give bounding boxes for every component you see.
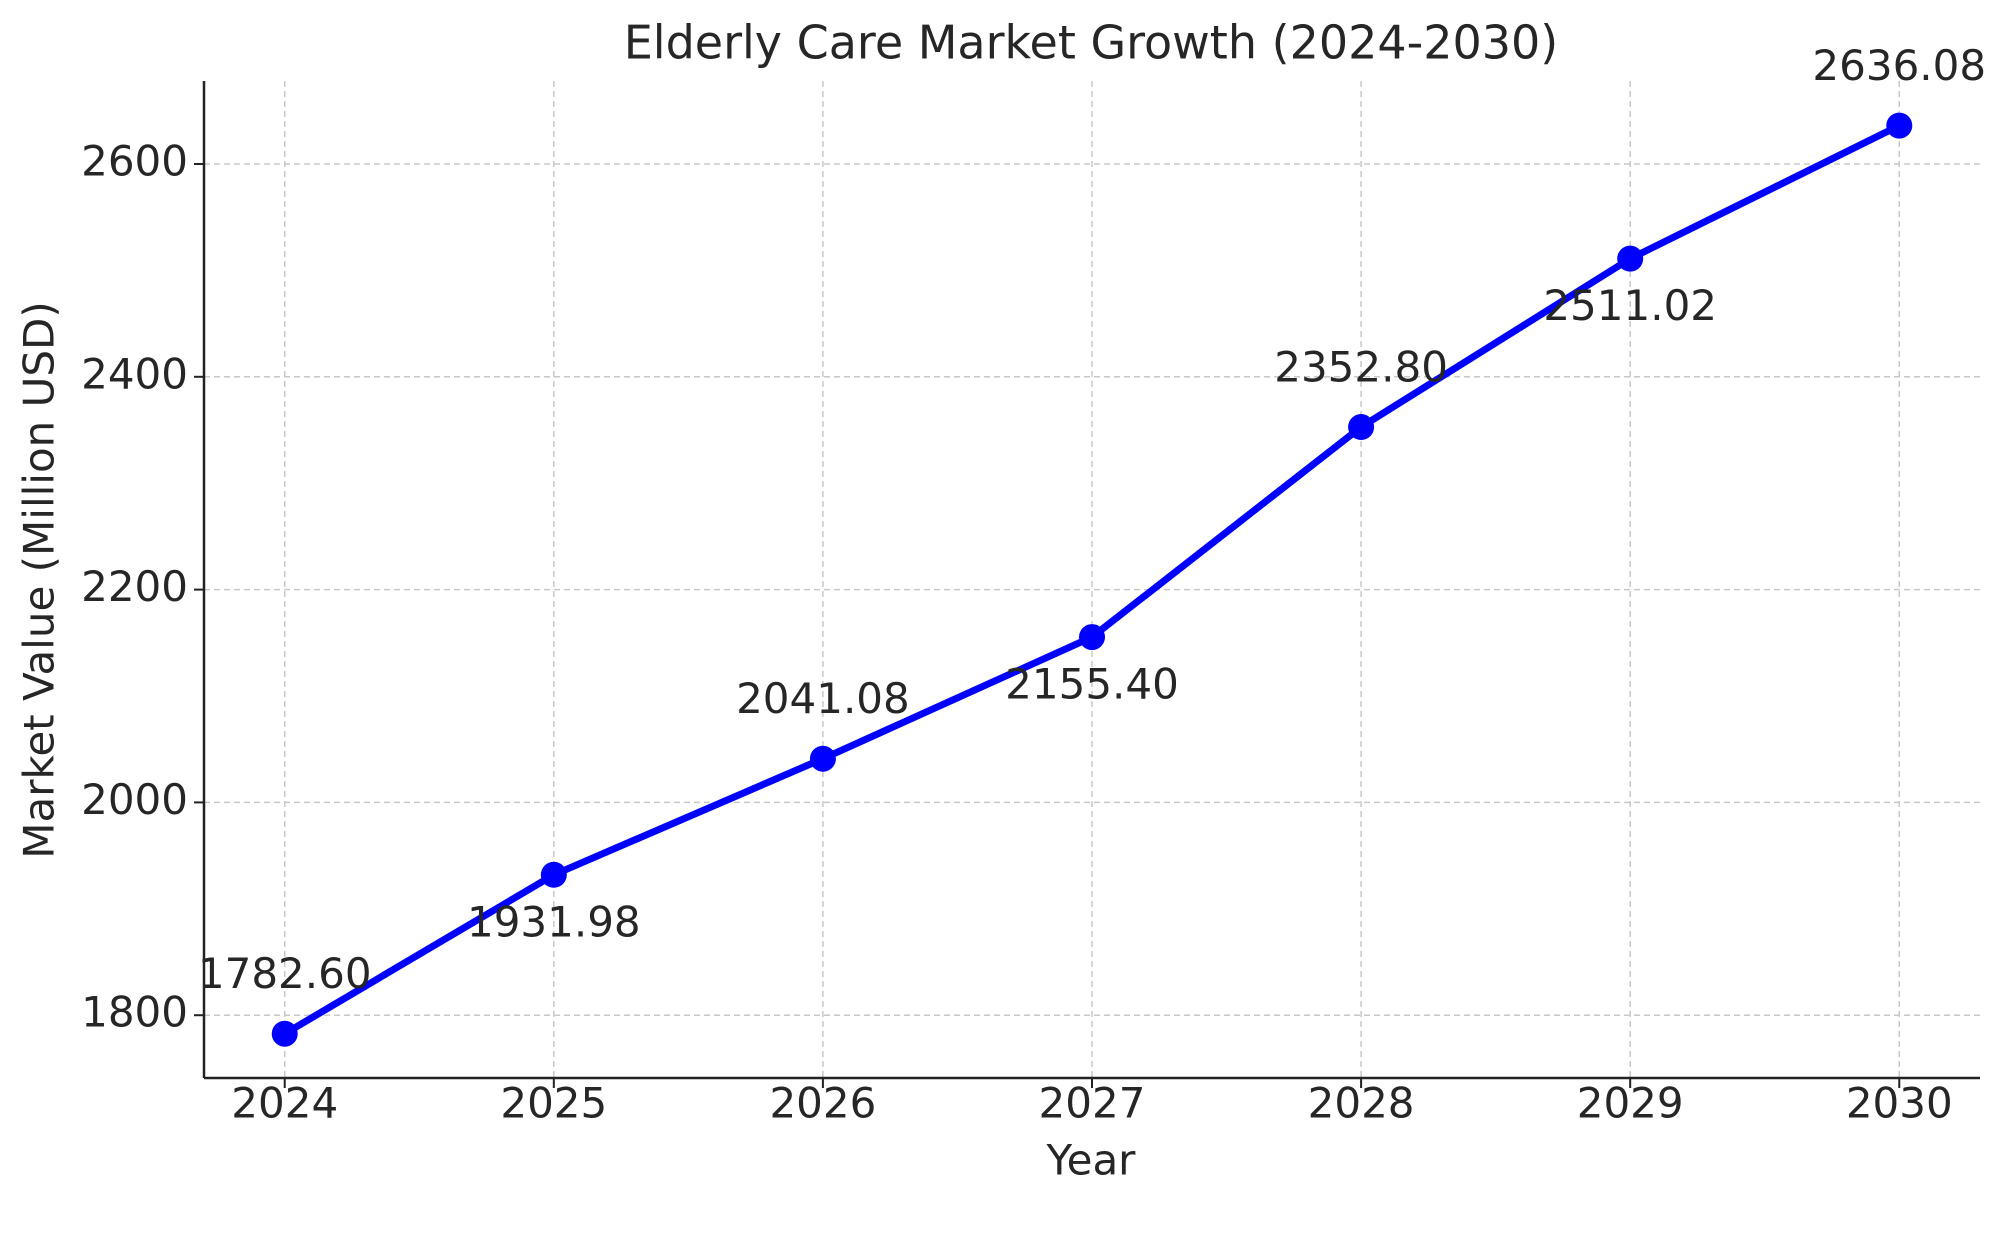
data-point	[540, 861, 567, 888]
data-point	[809, 745, 836, 772]
value-label: 2155.40	[1005, 660, 1179, 709]
data-point	[1079, 624, 1105, 651]
value-label: 2511.02	[1543, 281, 1717, 330]
x-tick-label: 2025	[500, 1079, 607, 1128]
value-label: 1782.60	[198, 949, 372, 998]
value-label: 2352.80	[1274, 343, 1448, 392]
y-axis-label: Market Value (Million USD)	[15, 301, 64, 859]
x-tick-label: 2026	[769, 1079, 876, 1128]
data-point	[1886, 112, 1913, 139]
x-axis-label: Year	[1046, 1136, 1137, 1185]
x-tick-label: 2029	[1577, 1079, 1684, 1128]
y-tick-label: 2600	[81, 136, 188, 185]
data-point	[1348, 414, 1375, 441]
x-tick-label: 2027	[1039, 1079, 1146, 1128]
y-tick-label: 2400	[81, 349, 188, 398]
chart-title: Elderly Care Market Growth (2024-2030)	[624, 16, 1559, 70]
y-tick-label: 2200	[81, 562, 188, 611]
value-label: 2636.08	[1812, 41, 1986, 90]
y-tick-label: 2000	[81, 775, 188, 824]
value-label: 2041.08	[736, 674, 910, 723]
data-point	[271, 1020, 298, 1047]
y-tick-label: 1800	[81, 988, 188, 1037]
data-point	[1617, 245, 1644, 272]
value-label: 1931.98	[467, 897, 641, 946]
x-tick-label: 2028	[1308, 1079, 1415, 1128]
x-tick-label: 2024	[231, 1079, 338, 1128]
x-tick-label: 2030	[1846, 1079, 1953, 1128]
